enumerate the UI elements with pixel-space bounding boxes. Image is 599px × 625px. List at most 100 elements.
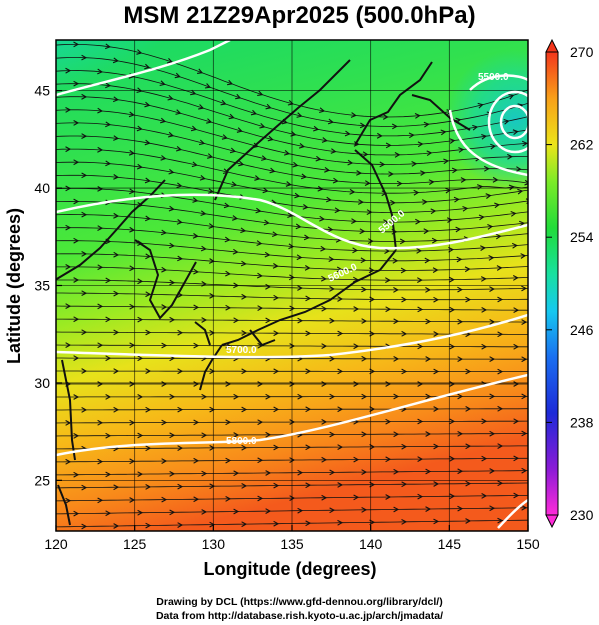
wind-arrow bbox=[329, 507, 336, 514]
wind-arrow bbox=[445, 187, 452, 194]
wind-arrow bbox=[112, 57, 119, 64]
wind-arrow bbox=[385, 277, 391, 283]
x-tick-label: 145 bbox=[438, 536, 462, 552]
wind-arrow bbox=[225, 419, 232, 426]
wind-arrow bbox=[193, 304, 200, 311]
wind-arrow bbox=[176, 182, 183, 189]
wind-arrow bbox=[263, 219, 270, 226]
wind-arrow bbox=[297, 317, 304, 324]
wind-arrow bbox=[65, 67, 72, 74]
wind-arrow bbox=[321, 494, 328, 501]
wind-arrow bbox=[449, 455, 456, 462]
wind-arrow bbox=[350, 112, 357, 118]
wind-arrow bbox=[129, 265, 136, 272]
wind-arrow bbox=[287, 100, 294, 106]
wind-arrow bbox=[481, 307, 488, 313]
wind-arrow bbox=[129, 497, 136, 503]
wind-arrow bbox=[193, 496, 200, 503]
wind-arrow bbox=[353, 494, 360, 501]
wind-arrow bbox=[303, 234, 310, 241]
wind-arrow bbox=[478, 214, 485, 221]
wind-arrow bbox=[512, 275, 519, 281]
wind-arrow bbox=[167, 95, 174, 101]
wind-arrow bbox=[515, 166, 522, 172]
wind-arrow bbox=[305, 368, 312, 375]
y-tick-label: 35 bbox=[34, 278, 50, 294]
wind-arrow bbox=[426, 150, 433, 157]
wind-arrow bbox=[129, 381, 136, 387]
wind-arrow bbox=[241, 368, 248, 375]
wind-arrow bbox=[193, 381, 200, 387]
wind-arrow bbox=[490, 143, 497, 150]
wind-arrow bbox=[390, 199, 396, 206]
wind-arrow bbox=[233, 432, 240, 438]
wind-arrow bbox=[361, 318, 368, 324]
wind-arrow bbox=[297, 507, 304, 514]
wind-arrow bbox=[325, 196, 332, 203]
wind-arrow bbox=[201, 470, 208, 477]
wind-arrow bbox=[321, 305, 328, 312]
wind-arrow bbox=[385, 456, 392, 463]
wind-arrow bbox=[283, 149, 291, 156]
x-axis: 120 125 130 135 140 145 150 bbox=[44, 525, 540, 552]
wind-arrow bbox=[97, 381, 104, 387]
wind-arrow bbox=[144, 177, 151, 184]
wind-arrow bbox=[449, 343, 456, 350]
wind-arrow bbox=[232, 248, 239, 255]
wind-arrow bbox=[257, 381, 264, 387]
wind-arrow bbox=[265, 103, 272, 110]
wind-arrow bbox=[433, 331, 440, 337]
wind-arrow bbox=[201, 393, 208, 400]
wind-arrow bbox=[137, 394, 144, 400]
wind-arrow bbox=[250, 109, 257, 116]
wind-arrow bbox=[433, 443, 440, 450]
wind-arrow bbox=[417, 493, 424, 500]
wind-arrow bbox=[362, 151, 369, 158]
wind-arrow bbox=[465, 296, 472, 303]
wind-arrow bbox=[240, 227, 247, 234]
wind-arrow bbox=[305, 295, 312, 302]
wind-arrow bbox=[193, 268, 200, 275]
wind-arrow bbox=[321, 343, 328, 349]
colorbar-tick-label: 230 bbox=[570, 507, 594, 523]
wind-arrow bbox=[201, 509, 208, 515]
wind-arrow bbox=[145, 445, 152, 452]
wind-arrow bbox=[414, 112, 421, 119]
wind-arrow bbox=[383, 219, 389, 225]
wind-arrow bbox=[297, 393, 304, 400]
wind-arrow bbox=[520, 253, 527, 259]
wind-arrow bbox=[462, 205, 469, 212]
wind-arrow bbox=[254, 175, 261, 181]
wind-arrow bbox=[265, 470, 272, 476]
wind-arrow bbox=[417, 381, 424, 387]
wind-arrow bbox=[296, 254, 303, 261]
wind-arrow bbox=[144, 63, 151, 70]
wind-arrow bbox=[465, 443, 472, 450]
wind-arrow bbox=[105, 510, 112, 517]
wind-arrow bbox=[428, 179, 435, 185]
wind-arrow bbox=[166, 58, 173, 64]
wind-arrow bbox=[81, 211, 88, 218]
wind-arrow bbox=[113, 368, 120, 374]
wind-arrow bbox=[369, 368, 376, 375]
wind-arrow bbox=[97, 107, 104, 114]
wind-arrow bbox=[512, 129, 519, 136]
wind-arrow bbox=[257, 419, 264, 426]
colorbar-tick-label: 246 bbox=[570, 322, 594, 338]
wind-arrow bbox=[65, 458, 72, 465]
streamline bbox=[56, 279, 528, 291]
wind-arrow bbox=[81, 329, 88, 336]
wind-arrow bbox=[360, 257, 367, 264]
wind-arrow bbox=[145, 329, 152, 336]
wind-arrow bbox=[521, 504, 528, 511]
wind-arrow bbox=[425, 431, 432, 437]
wind-arrow bbox=[264, 251, 271, 258]
streamline bbox=[56, 292, 528, 301]
wind-arrow bbox=[541, 186, 546, 191]
wind-arrow bbox=[510, 210, 517, 217]
streamline bbox=[56, 135, 528, 184]
wind-arrow bbox=[168, 242, 175, 249]
wind-arrow bbox=[385, 306, 392, 313]
wind-arrow bbox=[417, 418, 424, 425]
wind-arrow bbox=[521, 140, 528, 147]
